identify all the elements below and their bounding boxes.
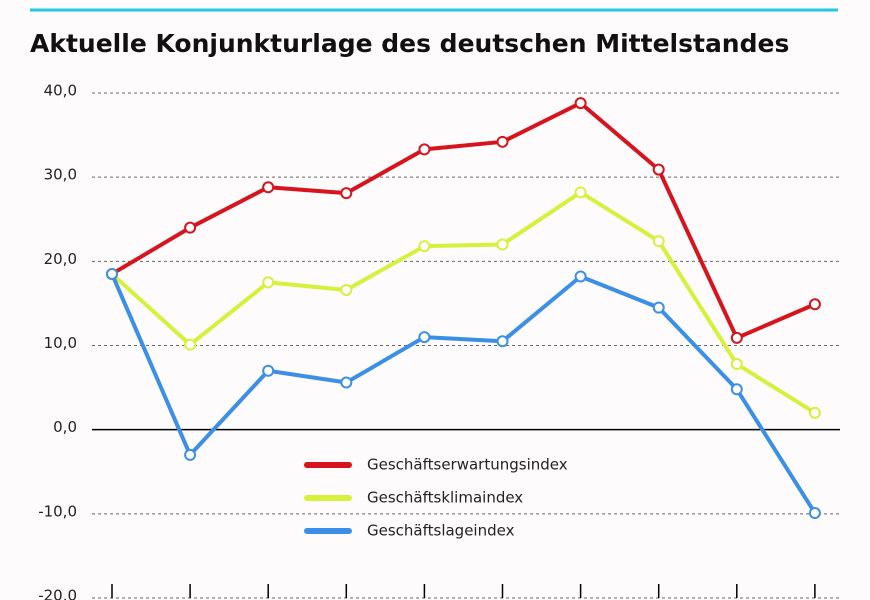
point (574, 270, 587, 283)
point (808, 506, 821, 519)
point (652, 163, 665, 176)
point (340, 187, 353, 200)
y-tick-label: -10,0 (38, 502, 77, 520)
point (496, 335, 509, 348)
point (340, 283, 353, 296)
point (418, 240, 431, 253)
point (184, 221, 197, 234)
point (574, 97, 587, 110)
y-tick-label: 40,0 (44, 82, 77, 100)
point (184, 338, 197, 351)
point (418, 143, 431, 156)
point (340, 376, 353, 389)
y-tick-label: 10,0 (44, 334, 77, 352)
point (730, 331, 743, 344)
point (418, 331, 431, 344)
point (574, 186, 587, 199)
legend-label: Geschäftserwartungsindex (367, 456, 568, 474)
y-tick-label: 20,0 (44, 250, 77, 268)
point (262, 181, 275, 194)
point (730, 383, 743, 396)
y-tick-label: -20,0 (38, 587, 77, 600)
chart-title: Aktuelle Konjunkturlage des deutschen Mi… (30, 29, 789, 58)
point (496, 238, 509, 251)
series-line (110, 190, 816, 415)
point (106, 267, 118, 280)
point (496, 135, 509, 148)
legend-label: Geschäftsklimaindex (367, 489, 523, 507)
point (730, 358, 743, 371)
y-tick-label: 0,0 (53, 418, 77, 436)
point (652, 301, 665, 314)
point (652, 235, 665, 248)
point (808, 298, 821, 311)
series-line (110, 101, 816, 340)
point (262, 276, 275, 289)
point (808, 406, 821, 419)
legend-label: Geschäftslageindex (367, 522, 515, 540)
series-line (110, 273, 817, 515)
y-tick-label: 30,0 (44, 166, 77, 184)
point (184, 448, 197, 461)
point (262, 364, 275, 377)
